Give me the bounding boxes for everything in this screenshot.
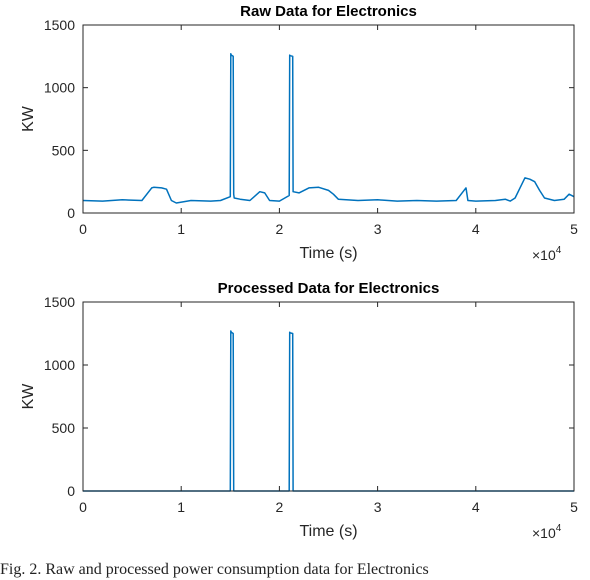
x-exponent-label: ×104 [532,523,562,541]
x-axis-label: Time (s) [299,245,357,262]
x-axis-label: Time (s) [299,523,357,540]
x-tick-label: 5 [570,499,578,515]
chart-title: Processed Data for Electronics [218,280,440,297]
x-tick-label: 0 [79,499,87,515]
chart-title: Raw Data for Electronics [240,3,417,20]
y-tick-label: 1000 [44,357,75,373]
y-tick-label: 500 [52,420,76,436]
figure-caption: Fig. 2. Raw and processed power consumpt… [0,561,429,578]
x-tick-label: 4 [472,499,480,515]
x-tick-label: 1 [177,499,185,515]
y-tick-label: 500 [52,142,76,158]
x-exponent-base: ×10 [532,525,556,541]
y-tick-label: 1000 [44,80,75,96]
y-tick-label: 1500 [44,17,75,33]
x-exponent-power: 4 [556,245,562,256]
x-tick-label: 0 [79,221,87,237]
axes-box [82,301,575,492]
x-tick-label: 4 [472,221,480,237]
x-tick-label: 1 [177,221,185,237]
y-tick-label: 0 [67,483,75,499]
x-tick-label: 5 [570,221,578,237]
x-tick-label: 3 [374,499,382,515]
y-axis-label: KW [20,383,37,410]
y-tick-label: 1500 [44,294,75,310]
x-exponent-label: ×104 [532,245,562,263]
x-exponent-power: 4 [556,523,562,534]
x-exponent-base: ×10 [532,247,556,263]
axes-box [82,24,575,214]
x-tick-label: 2 [276,221,284,237]
y-tick-label: 0 [67,205,75,221]
x-tick-label: 2 [276,499,284,515]
y-axis-label: KW [20,105,37,132]
data-line [82,53,575,204]
x-tick-label: 3 [374,221,382,237]
data-line [83,330,574,492]
